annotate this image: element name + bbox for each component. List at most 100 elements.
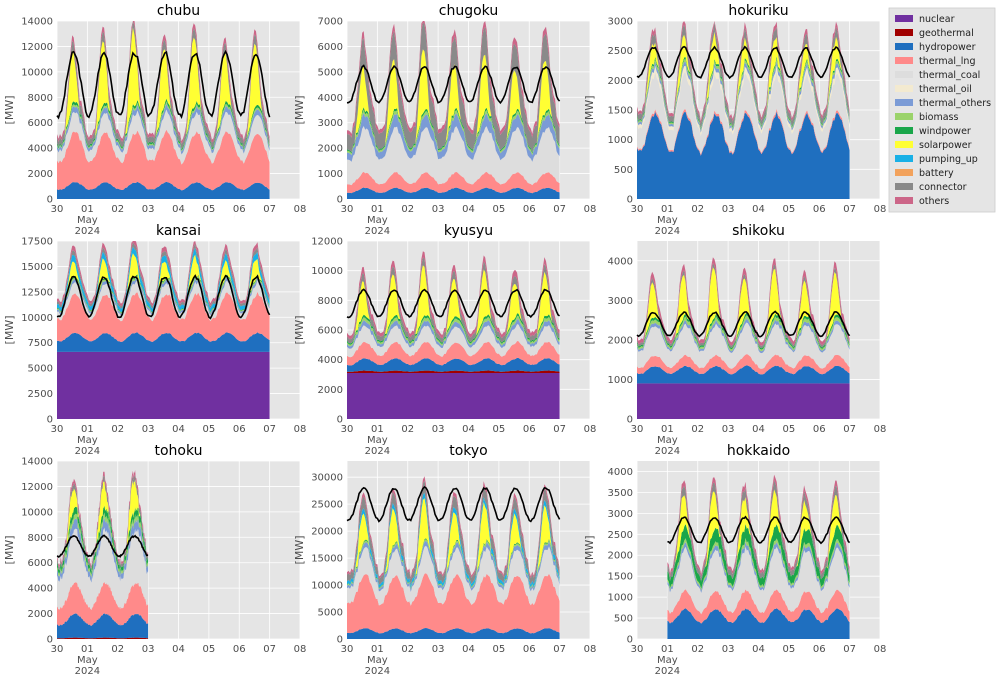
y-tick-label: 6000 xyxy=(318,42,343,53)
panel-title: tohoku xyxy=(154,443,202,459)
y-tick-label: 0 xyxy=(627,635,633,646)
area-thermal_others xyxy=(637,61,850,133)
y-tick-label: 20000 xyxy=(311,527,343,538)
y-tick-label: 4000 xyxy=(318,93,343,104)
demand-line xyxy=(636,310,851,338)
area-thermal_lng xyxy=(57,291,270,342)
area-solarpower xyxy=(347,265,560,344)
area-solarpower xyxy=(347,49,560,153)
area-thermal_others xyxy=(57,103,270,155)
x-tick-label: 30 xyxy=(341,204,354,215)
x-tick-label: 30 xyxy=(51,644,64,655)
y-tick-label: 10000 xyxy=(21,67,53,78)
area-solarpower xyxy=(637,267,850,349)
area-biomass xyxy=(637,58,850,131)
area-solarpower xyxy=(637,31,850,129)
area-solarpower xyxy=(57,253,270,313)
area-thermal_lng xyxy=(347,171,560,194)
area-solarpower xyxy=(667,489,850,582)
legend-swatch-thermal_coal xyxy=(895,71,913,78)
area-geothermal xyxy=(347,370,560,373)
x-tick-label: 05 xyxy=(203,644,216,655)
y-tick-label: 3000 xyxy=(608,509,633,520)
panel-title: kansai xyxy=(156,223,201,239)
x-tick-label: 04 xyxy=(752,424,765,435)
area-thermal_oil xyxy=(637,65,850,137)
x-tick-label: 03 xyxy=(142,644,155,655)
y-axis-label: [MW] xyxy=(3,316,16,345)
area-thermal_others xyxy=(347,540,560,592)
x-tick-label: 03 xyxy=(432,204,445,215)
area-others xyxy=(637,257,850,346)
area-thermal_lng xyxy=(667,589,850,624)
y-tick-label: 10000 xyxy=(21,313,53,324)
area-hydropower xyxy=(57,181,270,199)
y-tick-label: 25000 xyxy=(311,500,343,511)
area-thermal_coal xyxy=(667,546,850,615)
y-tick-label: 5000 xyxy=(318,67,343,78)
x-tick-label: 01 xyxy=(371,204,384,215)
y-tick-label: 4000 xyxy=(608,256,633,267)
legend-swatch-biomass xyxy=(895,113,913,120)
x-tick-label: 03 xyxy=(142,424,155,435)
demand-line xyxy=(667,515,851,545)
y-tick-label: 2500 xyxy=(608,46,633,57)
area-solarpower xyxy=(57,479,149,572)
y-axis-label: [MW] xyxy=(293,96,306,125)
area-hydropower xyxy=(57,332,270,352)
area-pumping_up xyxy=(57,246,270,313)
x-month-label: May xyxy=(657,655,678,666)
y-axis-label: [MW] xyxy=(3,536,16,565)
demand-line xyxy=(636,45,851,80)
y-tick-label: 2000 xyxy=(318,144,343,155)
y-tick-label: 3000 xyxy=(608,296,633,307)
y-axis-label: [MW] xyxy=(293,316,306,345)
y-tick-label: 14000 xyxy=(21,17,53,28)
x-month-label: May xyxy=(657,435,678,446)
area-hydropower xyxy=(667,608,850,639)
legend-box xyxy=(888,7,996,213)
x-tick-label: 02 xyxy=(111,204,124,215)
x-month-label: May xyxy=(367,215,388,226)
x-tick-label: 03 xyxy=(722,644,735,655)
y-tick-label: 1500 xyxy=(608,572,633,583)
y-tick-label: 1000 xyxy=(608,375,633,386)
legend-label-thermal_coal: thermal_coal xyxy=(919,70,980,81)
area-windpower xyxy=(637,56,850,130)
y-axis-label: [MW] xyxy=(583,316,596,345)
x-tick-label: 04 xyxy=(172,644,185,655)
y-tick-label: 6000 xyxy=(318,326,343,337)
x-tick-label: 08 xyxy=(874,644,887,655)
y-tick-label: 4000 xyxy=(28,584,53,595)
y-tick-label: 15000 xyxy=(21,262,53,273)
area-thermal_others xyxy=(637,318,850,354)
x-tick-label: 01 xyxy=(81,644,94,655)
x-tick-label: 02 xyxy=(691,424,704,435)
area-thermal_others xyxy=(57,517,149,583)
y-tick-label: 30000 xyxy=(311,473,343,484)
area-connector xyxy=(347,480,560,586)
y-tick-label: 3500 xyxy=(608,488,633,499)
y-tick-label: 0 xyxy=(337,195,343,206)
area-geothermal xyxy=(57,637,149,639)
panel-hokuriku: 0 500 1000 1500 2000 2500 3000 30 01 02 03 04 05 06 07… xyxy=(583,3,886,237)
x-tick-label: 01 xyxy=(371,424,384,435)
x-tick-label: 06 xyxy=(233,204,246,215)
x-tick-label: 02 xyxy=(401,424,414,435)
y-tick-label: 10000 xyxy=(311,266,343,277)
y-tick-label: 1000 xyxy=(608,593,633,604)
panel-tokyo: 0 5000 10000 15000 20000 25000 30000 30 01 02 03 04… xyxy=(293,443,596,677)
x-tick-label: 01 xyxy=(81,204,94,215)
y-tick-label: 8000 xyxy=(28,533,53,544)
x-tick-label: 05 xyxy=(783,644,796,655)
area-hydropower xyxy=(57,613,149,639)
x-tick-label: 30 xyxy=(631,644,644,655)
legend-label-thermal_others: thermal_others xyxy=(919,98,991,109)
y-tick-label: 4000 xyxy=(608,467,633,478)
legend-label-solarpower: solarpower xyxy=(919,140,972,151)
y-tick-label: 2000 xyxy=(608,76,633,87)
x-tick-label: 03 xyxy=(432,424,445,435)
y-tick-label: 7000 xyxy=(318,17,343,28)
panel-title: shikoku xyxy=(732,223,785,239)
